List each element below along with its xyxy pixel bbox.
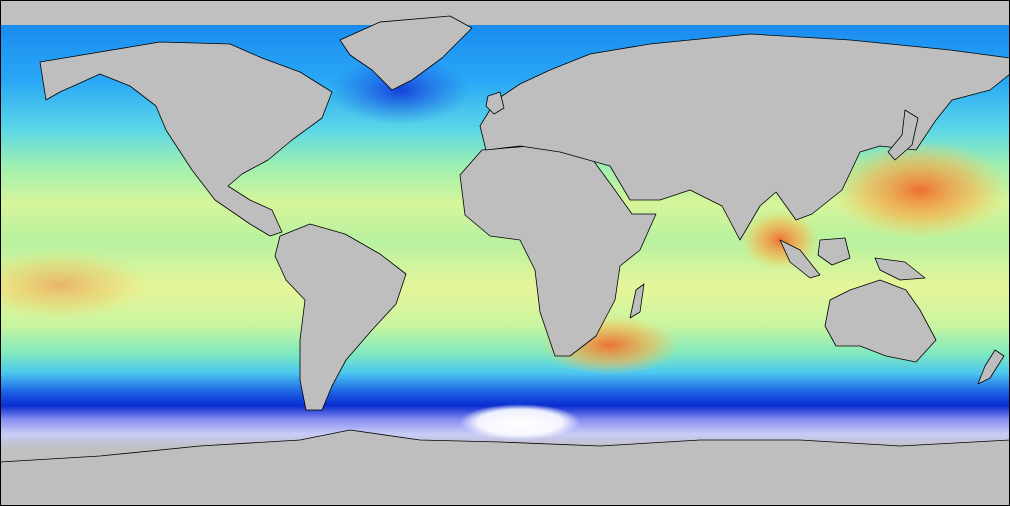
indonesia — [779, 239, 821, 279]
antarctica — [0, 429, 1010, 506]
warm-region — [830, 140, 1010, 240]
great-britain — [485, 91, 505, 115]
north-america — [39, 41, 333, 237]
japan — [887, 109, 919, 161]
warm-region — [0, 250, 150, 320]
new-guinea — [874, 257, 926, 281]
borneo — [817, 237, 851, 266]
south-america — [274, 223, 407, 411]
ice-region — [460, 404, 580, 440]
new-zealand — [977, 349, 1005, 385]
cold-region — [330, 55, 470, 125]
madagascar — [629, 283, 645, 319]
greenland — [339, 15, 473, 91]
australia — [824, 279, 937, 363]
